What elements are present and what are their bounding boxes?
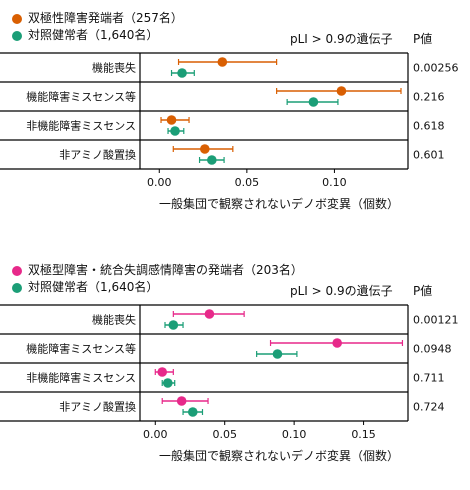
estimate-point bbox=[207, 155, 217, 165]
x-axis-label: 一般集団で観察されないデノボ変異（個数） bbox=[159, 196, 399, 211]
p-value-label: 0.216 bbox=[413, 91, 445, 104]
estimate-point bbox=[162, 378, 173, 388]
legend-item: 対照健常者（1,640名） bbox=[12, 279, 303, 296]
estimate-point bbox=[187, 407, 198, 417]
estimate-point bbox=[200, 144, 210, 154]
category-label: 機能喪失 bbox=[92, 61, 136, 75]
category-label: 非機能障害ミスセンス bbox=[26, 371, 136, 385]
legend-dot-icon bbox=[12, 13, 22, 24]
p-value-label: 0.618 bbox=[413, 120, 445, 133]
x-tick-label: 0.15 bbox=[351, 428, 376, 441]
x-tick-label: 0.10 bbox=[322, 176, 347, 189]
estimate-point bbox=[336, 86, 347, 96]
category-label: 非アミノ酸置換 bbox=[59, 148, 136, 162]
estimate-point bbox=[176, 396, 187, 406]
legend-panel-1: 双極性障害発端者（257名） 対照健常者（1,640名） bbox=[12, 10, 183, 44]
estimate-point bbox=[168, 320, 179, 330]
legend-label: 対照健常者（1,640名） bbox=[28, 280, 159, 294]
estimate-point bbox=[157, 367, 168, 377]
estimate-point bbox=[170, 126, 180, 136]
p-value-label: 0.601 bbox=[413, 149, 445, 162]
x-tick-label: 0.10 bbox=[282, 428, 307, 441]
x-tick-label: 0.05 bbox=[212, 428, 237, 441]
x-tick-label: 0.00 bbox=[147, 176, 172, 189]
plot-subtitle: pLI > 0.9の遺伝子 bbox=[290, 31, 393, 46]
legend-dot-icon bbox=[12, 282, 22, 293]
x-tick-label: 0.00 bbox=[143, 428, 168, 441]
estimate-point bbox=[332, 338, 342, 348]
category-label: 機能障害ミスセンス等 bbox=[26, 342, 136, 356]
legend-panel-2: 双極型障害・統合失調感情障害の発端者（203名） 対照健常者（1,640名） bbox=[12, 262, 303, 296]
legend-item: 双極性障害発端者（257名） bbox=[12, 10, 183, 27]
estimate-point bbox=[166, 115, 177, 125]
p-value-label: 0.724 bbox=[413, 401, 445, 414]
estimate-point bbox=[204, 309, 215, 319]
estimate-point bbox=[177, 68, 187, 78]
estimate-point bbox=[217, 57, 228, 67]
category-label: 機能障害ミスセンス等 bbox=[26, 90, 136, 104]
category-label: 非機能障害ミスセンス bbox=[26, 119, 136, 133]
legend-label: 双極型障害・統合失調感情障害の発端者（203名） bbox=[28, 263, 303, 277]
pvalue-header: P値 bbox=[413, 31, 432, 46]
legend-item: 双極型障害・統合失調感情障害の発端者（203名） bbox=[12, 262, 303, 279]
p-value-label: 0.711 bbox=[413, 372, 445, 385]
plot-subtitle: pLI > 0.9の遺伝子 bbox=[290, 283, 393, 298]
legend-item: 対照健常者（1,640名） bbox=[12, 27, 183, 44]
x-axis-label: 一般集団で観察されないデノボ変異（個数） bbox=[159, 448, 399, 463]
estimate-point bbox=[272, 349, 283, 359]
legend-dot-icon bbox=[12, 30, 22, 41]
legend-label: 対照健常者（1,640名） bbox=[28, 28, 159, 42]
x-tick-label: 0.05 bbox=[235, 176, 260, 189]
estimate-point bbox=[308, 97, 319, 107]
category-label: 機能喪失 bbox=[92, 313, 136, 327]
pvalue-header: P値 bbox=[413, 283, 432, 298]
category-label: 非アミノ酸置換 bbox=[59, 400, 136, 414]
legend-dot-icon bbox=[12, 265, 22, 276]
p-value-label: 0.00256 bbox=[413, 62, 459, 75]
p-value-label: 0.0948 bbox=[413, 343, 452, 356]
p-value-label: 0.00121 bbox=[413, 314, 459, 327]
legend-label: 双極性障害発端者（257名） bbox=[28, 11, 183, 25]
